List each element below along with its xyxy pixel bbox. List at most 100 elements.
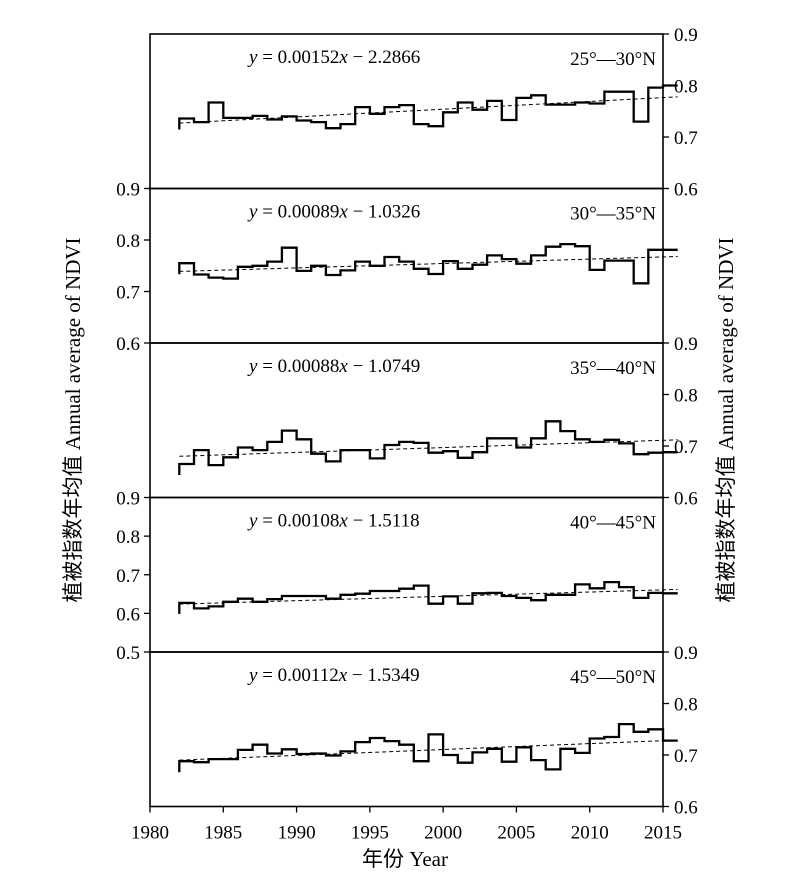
ndvi-point-1991 [318, 752, 320, 755]
ndvi-point-1991 [318, 265, 320, 267]
ndvi-point-1987 [259, 601, 261, 603]
ndvi-point-1999 [435, 125, 437, 127]
ndvi-point-1995 [376, 113, 378, 115]
ndvi-point-2014 [655, 728, 657, 730]
ndvi-point-1994 [361, 741, 364, 743]
ndvi-point-2007 [552, 246, 554, 248]
ndvi-point-1997 [405, 588, 408, 590]
ndvi-point-2013 [640, 121, 642, 123]
y-tick-label: 0.6 [116, 334, 140, 355]
ndvi-point-1984 [215, 464, 217, 466]
ndvi-point-1990 [303, 753, 305, 755]
ndvi-point-1982 [186, 602, 188, 604]
ndvi-point-1984 [215, 277, 217, 279]
ndvi-point-1991 [318, 121, 320, 123]
ndvi-series-line [178, 580, 678, 614]
panels-group: 0.6 0.7 0.8 0.9 y = 0.00152x − 2.2866 25°—30°… [116, 25, 698, 819]
ndvi-point-2009 [581, 583, 584, 586]
ndvi-point-2011 [611, 581, 613, 583]
ndvi-point-1989 [288, 247, 290, 249]
y-tick-label: 0.9 [674, 25, 698, 46]
ndvi-point-1984 [215, 101, 217, 104]
ndvi-point-1998 [420, 123, 422, 125]
ndvi-point-1996 [391, 590, 393, 592]
ndvi-point-2005 [523, 746, 525, 748]
ndvi-point-1992 [332, 127, 334, 129]
ndvi-point-1983 [200, 449, 202, 451]
ndvi-point-2012 [625, 260, 628, 262]
ndvi-point-2002 [479, 451, 481, 453]
panel-5: 0.6 0.7 0.8 0.9 y = 0.00112x − 1.5349 45°—50°… [149, 643, 698, 819]
ndvi-point-1996 [391, 740, 393, 742]
ndvi-point-2012 [625, 586, 628, 588]
ndvi-point-2010 [596, 441, 598, 443]
ndvi-point-2005 [523, 446, 525, 449]
ndvi-point-1982 [186, 760, 188, 762]
ndvi-point-1992 [332, 460, 334, 462]
ndvi-point-2007 [552, 768, 554, 771]
ndvi-point-2001 [464, 268, 466, 270]
ndvi-point-1998 [420, 268, 422, 270]
ndvi-point-1991 [318, 453, 320, 455]
ndvi-point-2003 [493, 437, 495, 439]
ndvi-point-1995 [376, 737, 378, 739]
ndvi-point-1986 [244, 446, 246, 449]
y-tick-label: 0.7 [674, 746, 698, 767]
y-tick-label: 0.6 [674, 489, 698, 510]
ndvi-point-1995 [376, 265, 378, 267]
ndvi-point-1988 [274, 118, 276, 121]
ndvi-point-2004 [508, 119, 510, 121]
x-axis-title: 年份 Year [362, 847, 448, 871]
y-axis-title-right: 植被指数年均值 Annual average of NDVI [714, 237, 738, 602]
ndvi-point-2003 [493, 254, 495, 256]
ndvi-point-1983 [200, 607, 202, 610]
panel-4: 0.5 0.6 0.7 0.8 0.9 y = 0.00108x − 1.5118 40°—… [116, 489, 678, 664]
y-tick-label: 0.8 [674, 77, 698, 98]
ndvi-point-1990 [303, 595, 305, 597]
ndvi-point-2011 [611, 439, 613, 441]
regression-equation: y = 0.00088x − 1.0749 [247, 356, 420, 377]
trend-line [179, 588, 678, 605]
y-tick-label: 0.6 [674, 180, 698, 201]
ndvi-point-2015 [669, 451, 671, 453]
ndvi-point-1997 [405, 104, 408, 106]
y-axis-title-left: 植被指数年均值 Annual average of NDVI [61, 237, 85, 602]
x-tick-label: 1980 [131, 823, 169, 844]
ndvi-point-1985 [230, 117, 232, 119]
ndvi-point-2014 [655, 87, 657, 89]
ndvi-point-1989 [288, 115, 290, 117]
y-tick-label: 0.8 [116, 231, 140, 252]
ndvi-point-2009 [581, 752, 584, 754]
ndvi-point-2002 [479, 751, 481, 754]
ndvi-point-1987 [259, 744, 261, 746]
ndvi-point-2010 [596, 737, 598, 740]
latitude-label: 45°—50°N [570, 667, 656, 688]
ndvi-point-1989 [288, 595, 290, 597]
y-tick-label: 0.9 [116, 489, 140, 510]
ndvi-point-1986 [244, 117, 246, 119]
ndvi-point-2012 [625, 723, 628, 725]
ndvi-point-2010 [596, 269, 598, 271]
ndvi-point-2004 [508, 437, 510, 439]
ndvi-point-2001 [464, 603, 466, 605]
x-tick-label: 2000 [424, 823, 462, 844]
ndvi-point-2015 [669, 740, 671, 742]
ndvi-point-2002 [479, 592, 481, 594]
ndvi-point-1989 [288, 748, 290, 750]
ndvi-point-1999 [435, 603, 437, 605]
ndvi-point-1996 [391, 444, 393, 446]
ndvi-point-2005 [523, 97, 525, 99]
ndvi-point-2015 [669, 592, 671, 594]
y-tick-label: 0.7 [674, 128, 698, 149]
ndvi-point-2009 [581, 438, 584, 440]
ndvi-point-1993 [347, 594, 349, 596]
ndvi-point-2012 [625, 91, 628, 93]
regression-equation: y = 0.00089x − 1.0326 [247, 202, 420, 223]
ndvi-point-1995 [376, 590, 378, 592]
trend-line [179, 255, 678, 272]
ndvi-point-2004 [508, 258, 510, 260]
ndvi-point-2015 [669, 84, 671, 87]
ndvi-point-2006 [537, 437, 540, 439]
ndvi-point-2013 [640, 282, 642, 284]
